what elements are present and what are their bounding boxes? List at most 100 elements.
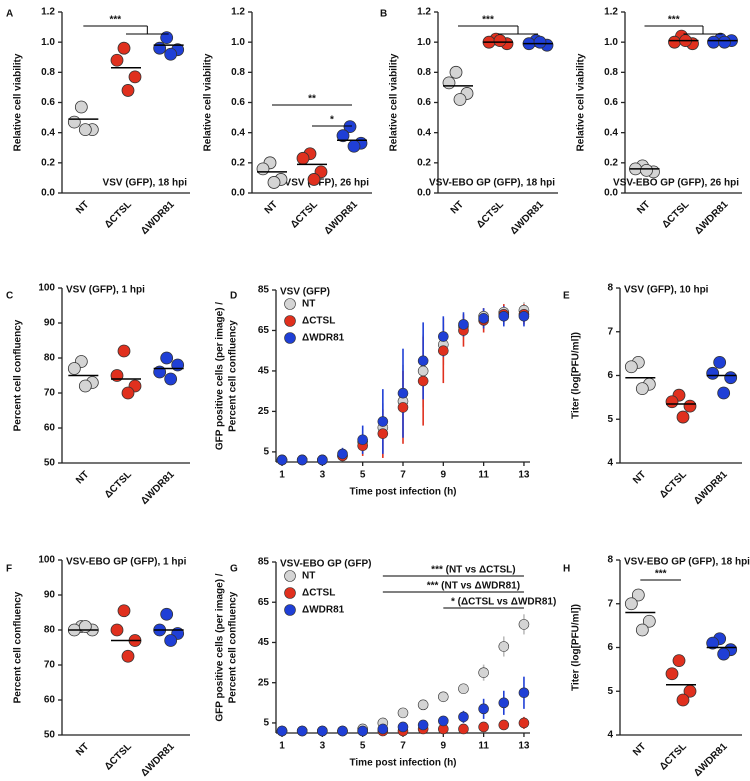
data-point [336, 129, 350, 143]
data-point [518, 687, 530, 699]
legend-marker [284, 604, 296, 616]
data-point [458, 683, 469, 695]
data-point [153, 41, 167, 55]
x-tick-label: ΔCTSL [103, 199, 134, 230]
y-tick-label: 0.0 [604, 188, 618, 199]
y-axis-label: Percent cell confluency [13, 591, 24, 703]
y-tick-label: 0.8 [604, 67, 618, 78]
x-tick-label: NT [631, 741, 648, 758]
legend-label: NT [302, 299, 315, 310]
data-point [493, 34, 507, 48]
data-point [276, 454, 288, 466]
data-point [458, 723, 469, 735]
x-tick-label: 7 [400, 741, 406, 752]
y-tick-label: 1.0 [417, 37, 431, 48]
data-point [377, 428, 389, 439]
x-tick-label: ΔWDR81 [693, 199, 731, 237]
panel-label: G [230, 564, 238, 575]
y-tick-label: 1.2 [417, 7, 431, 18]
data-point [533, 35, 547, 49]
data-point [724, 371, 738, 385]
data-point [357, 725, 368, 737]
y-tick-label: 7 [607, 326, 613, 337]
data-point [377, 723, 389, 735]
data-point [478, 667, 489, 678]
y-tick-label: 85 [258, 285, 270, 296]
data-point [317, 725, 328, 737]
data-point [74, 100, 88, 114]
data-point [478, 721, 489, 733]
y-tick-label: 4 [607, 730, 613, 741]
y-tick-label: 0.4 [417, 127, 431, 138]
y-tick-label: 0.6 [41, 97, 55, 108]
data-point [442, 76, 456, 90]
x-tick-label: 5 [360, 470, 366, 481]
x-tick-label: NT [631, 469, 648, 486]
legend-label: ΔCTSL [302, 588, 335, 599]
x-axis-label: Time post infection (h) [349, 487, 456, 498]
x-tick-label: ΔWDR81 [508, 199, 546, 237]
data-point [276, 725, 288, 737]
data-point [296, 151, 310, 165]
y-tick-label: 85 [258, 557, 270, 568]
y-tick-label: 8 [607, 555, 613, 566]
data-point [453, 93, 467, 106]
y-tick-label: 80 [44, 353, 56, 364]
x-tick-label: ΔCTSL [660, 199, 691, 230]
panel-label: H [563, 564, 570, 575]
y-tick-label: 0.8 [231, 67, 245, 78]
y-tick-label: 65 [258, 325, 270, 336]
data-point [438, 331, 449, 342]
data-point [518, 619, 530, 630]
x-tick-label: NT [74, 469, 91, 486]
data-point [67, 362, 81, 375]
legend-marker [284, 332, 296, 344]
significance-label: *** [668, 15, 680, 26]
data-point [706, 366, 720, 380]
x-tick-label: NT [74, 199, 91, 216]
data-point [117, 344, 131, 358]
data-point [343, 120, 357, 134]
x-tick-label: 3 [320, 741, 326, 752]
data-point [518, 717, 530, 729]
y-axis-label: Relative cell viability [203, 53, 214, 151]
data-point [665, 667, 679, 681]
y-axis-label: GFP positive cells (per image) / [215, 302, 226, 450]
significance-label: *** [655, 569, 667, 580]
y-tick-label: 1.0 [231, 37, 245, 48]
data-point [635, 382, 649, 396]
y-axis-label: Percent cell confluency [228, 320, 239, 432]
data-point [642, 614, 656, 628]
panel-label: A [6, 9, 13, 20]
data-point [397, 707, 409, 719]
legend-label: ΔWDR81 [302, 605, 345, 616]
data-point [117, 41, 131, 55]
data-point [624, 597, 638, 611]
x-tick-label: ΔWDR81 [692, 469, 730, 507]
data-point [676, 693, 690, 707]
data-point [128, 70, 142, 84]
data-point [160, 607, 174, 621]
y-axis-label: Relative cell viability [576, 53, 587, 151]
y-tick-label: 0.8 [41, 67, 55, 78]
data-point [672, 654, 686, 668]
data-point [417, 365, 429, 377]
x-tick-label: ΔWDR81 [322, 199, 360, 237]
data-point [110, 53, 124, 67]
y-tick-label: 5 [607, 414, 613, 425]
y-tick-label: 0.4 [231, 127, 245, 138]
y-tick-label: 100 [38, 283, 55, 294]
panel-note: VSV-EBO GP (GFP), 26 hpi [613, 178, 739, 189]
y-axis-label: Relative cell viability [389, 53, 400, 151]
y-tick-label: 100 [38, 555, 55, 566]
x-tick-label: ΔWDR81 [139, 199, 177, 237]
legend-marker [284, 570, 296, 582]
data-point [478, 313, 489, 324]
significance-label: *** [109, 15, 121, 26]
y-tick-label: 5 [607, 686, 613, 697]
data-point [478, 703, 489, 715]
y-tick-label: 1.0 [604, 37, 618, 48]
data-point [267, 176, 281, 189]
data-point [337, 725, 348, 737]
panel-note: VSV-EBO GP (GFP) [280, 559, 372, 570]
